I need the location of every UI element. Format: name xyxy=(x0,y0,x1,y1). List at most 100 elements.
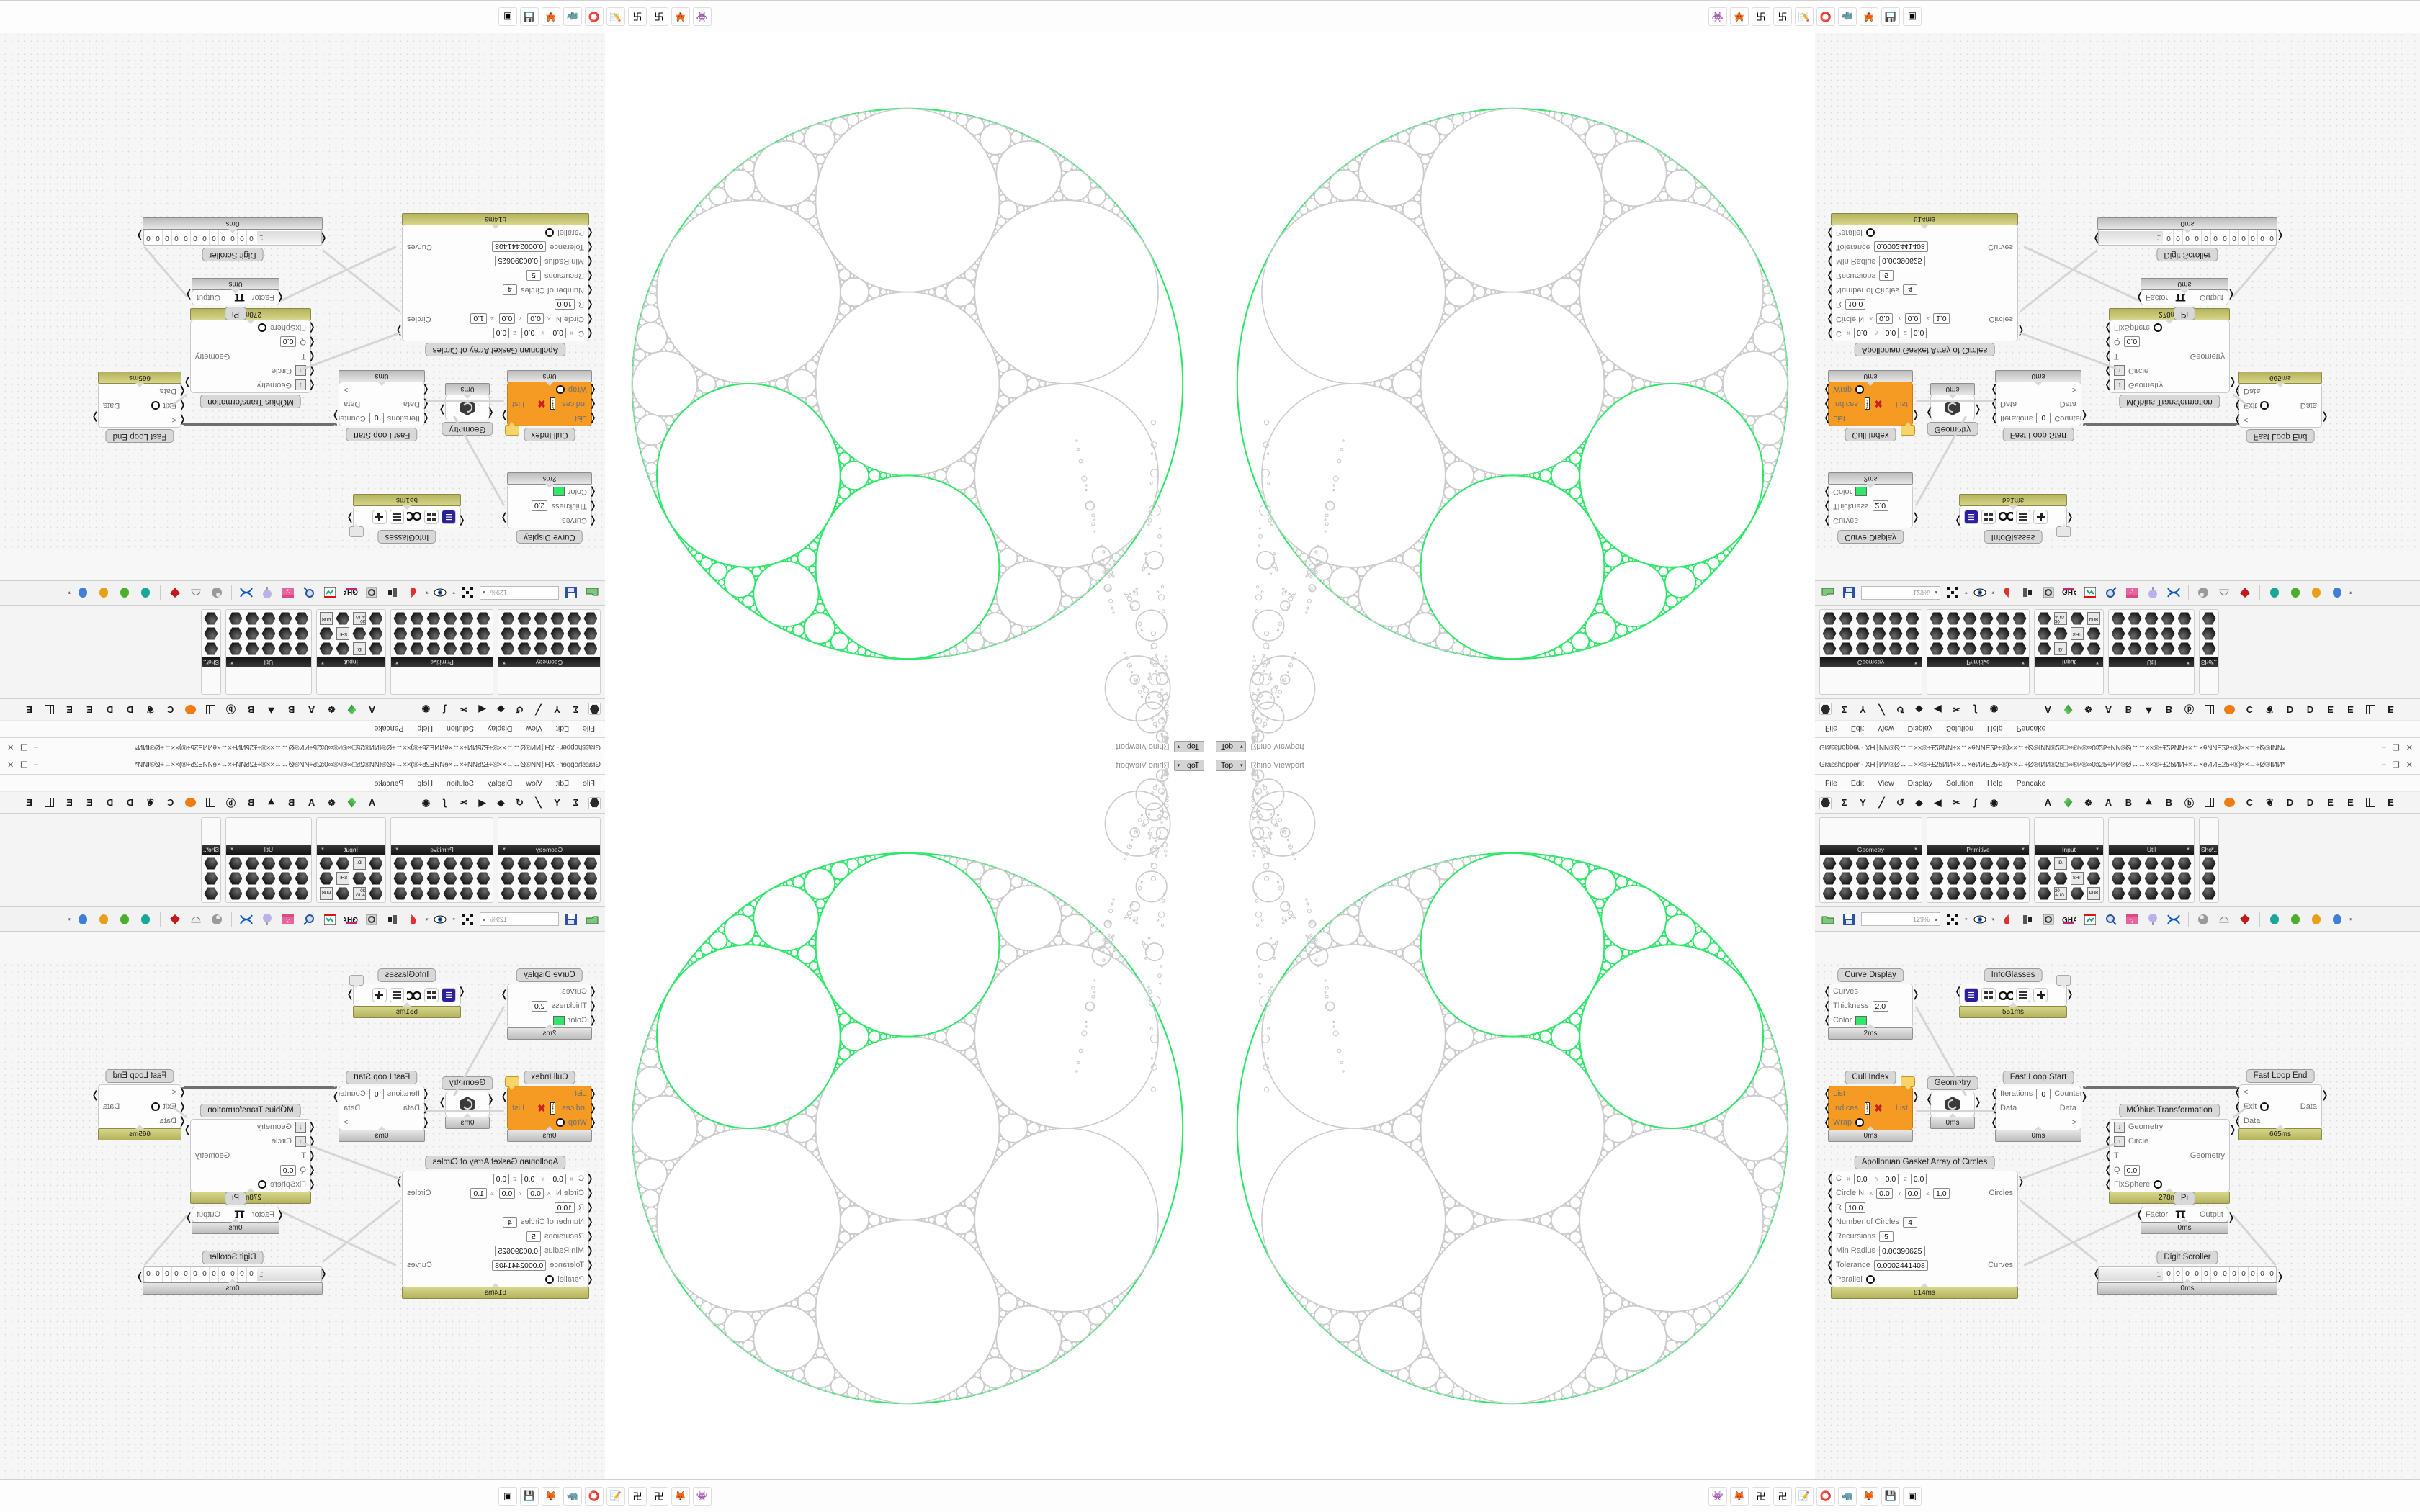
input-port[interactable]: ❬ xyxy=(588,999,597,1011)
component-icon[interactable] xyxy=(1838,626,1854,641)
component-icon[interactable] xyxy=(475,871,491,886)
tab-right-13[interactable]: D xyxy=(106,704,114,715)
input-port[interactable]: ❬ xyxy=(588,501,597,513)
rhino-viewport-top[interactable]: Top ▾ Rhino Viewport xyxy=(605,756,1210,1489)
menu-item-pancake[interactable]: Pancake xyxy=(374,724,404,734)
component-icon[interactable] xyxy=(516,642,532,656)
axis-value-input[interactable]: 0.0 xyxy=(527,1187,544,1199)
menu-item-help[interactable]: Help xyxy=(1986,778,2003,788)
component-icon[interactable] xyxy=(2143,871,2159,886)
input-port[interactable]: ❬ xyxy=(1954,985,1963,996)
component-icon[interactable] xyxy=(566,856,582,870)
component-icon[interactable] xyxy=(1978,886,1994,901)
component-icon[interactable] xyxy=(318,642,334,656)
ribbon-panel-caption[interactable]: Primitive xyxy=(1927,845,2029,855)
scroller-digit[interactable]: 0 xyxy=(200,1267,210,1282)
preview-dropdown-icon[interactable]: ▾ xyxy=(425,590,429,595)
warning-flag-icon[interactable] xyxy=(1901,425,1915,436)
component-icon[interactable] xyxy=(1929,886,1945,901)
input-port[interactable]: ❬ xyxy=(2136,1208,2144,1220)
scroller-digit[interactable]: 0 xyxy=(210,1267,219,1282)
component-caption[interactable]: MÖbius Transformation xyxy=(2119,1104,2220,1117)
ribbon-panel-caption[interactable]: Sho... xyxy=(2200,657,2218,667)
component-icon[interactable] xyxy=(2036,871,2052,886)
component-icon[interactable] xyxy=(2127,611,2143,626)
teal-icon[interactable] xyxy=(137,911,154,928)
tab-right-1[interactable] xyxy=(346,797,358,809)
ribbon-panel-caption[interactable]: Primitive xyxy=(1927,657,2029,667)
component-icon[interactable] xyxy=(475,886,491,901)
component-icon[interactable] xyxy=(566,871,582,886)
maze-icon[interactable]: 卍 xyxy=(1773,7,1792,27)
tab-slash-icon[interactable]: ╱ xyxy=(535,704,542,716)
window-icon[interactable] xyxy=(321,911,339,928)
component-body[interactable]: Iterations 0 Counter Data Data > xyxy=(1995,1086,2082,1130)
boolean-toggle[interactable] xyxy=(1865,1275,1875,1284)
component-icon[interactable] xyxy=(1945,871,1961,886)
component-icon[interactable] xyxy=(2036,886,2052,901)
tab-right-12[interactable]: D xyxy=(126,797,134,808)
component-icon[interactable] xyxy=(2177,856,2192,870)
tab-right-4[interactable]: B xyxy=(2125,704,2133,715)
viewport-view-selector[interactable]: Top ▾ xyxy=(1173,760,1204,771)
tab-right-4[interactable]: B xyxy=(287,797,295,808)
preview-dropdown-icon[interactable]: ▾ xyxy=(425,917,429,922)
component-icon[interactable] xyxy=(566,642,582,656)
sphere-icon[interactable] xyxy=(208,585,225,602)
output-port[interactable]: ❭ xyxy=(500,988,508,999)
axis-value-input[interactable]: 0.0 xyxy=(1853,1173,1870,1184)
output-port[interactable]: ❭ xyxy=(2228,1123,2237,1135)
tab-right-13[interactable]: D xyxy=(2306,797,2314,808)
component-icon[interactable] xyxy=(475,611,491,626)
open-folder-icon[interactable] xyxy=(1819,911,1837,928)
input-port[interactable]: ❬ xyxy=(586,314,594,325)
component-body[interactable]: Iterations 0 Counter Data Data > xyxy=(1995,382,2082,426)
component-icon[interactable]: 20 AUG xyxy=(351,886,367,901)
output-port[interactable]: ❭ xyxy=(2080,1090,2089,1102)
component-icon[interactable] xyxy=(516,626,532,641)
menu-item-file[interactable]: File xyxy=(1825,724,1837,734)
component-icon[interactable] xyxy=(1945,611,1961,626)
component-caption[interactable]: Cull Index xyxy=(1845,1071,1896,1084)
component-icon[interactable] xyxy=(459,871,475,886)
info-flag-icon[interactable] xyxy=(349,975,364,986)
component-icon[interactable] xyxy=(2177,886,2192,901)
viewport-view-selector[interactable]: Top ▾ xyxy=(1216,760,1247,771)
open-folder-icon[interactable] xyxy=(1819,585,1837,602)
tab-right-8[interactable] xyxy=(2203,797,2215,809)
gh-component-fast-loop-end[interactable]: Fast Loop End < Exit Data Data 665ms ❬ ❬ ❬ ❭ xyxy=(91,1068,187,1140)
component-caption[interactable]: Pi xyxy=(2173,1192,2196,1205)
component-icon[interactable] xyxy=(426,871,442,886)
component-icon[interactable] xyxy=(393,886,408,901)
opera-icon[interactable]: ⭕ xyxy=(585,1486,604,1506)
component-icon[interactable] xyxy=(1945,856,1961,870)
gh-component-pi[interactable]: Pi Factor π Output 0ms ❬ ❭ xyxy=(2136,278,2236,321)
component-icon[interactable] xyxy=(1838,856,1854,870)
input-port[interactable]: ❬ xyxy=(588,516,597,527)
input-port[interactable]: ❬ xyxy=(588,1014,597,1025)
list-icon[interactable]: ☰ xyxy=(442,510,456,524)
gh-component-apollonian-gasket[interactable]: Apollonian Gasket Array of Circles C X 0.0 Y… xyxy=(395,213,594,357)
component-icon[interactable] xyxy=(1888,886,1904,901)
component-icon[interactable] xyxy=(2069,886,2085,901)
param-value-input[interactable]: 0.0 xyxy=(279,1164,297,1176)
input-port[interactable]: ❬ xyxy=(178,1100,187,1112)
shell-icon[interactable] xyxy=(2215,585,2233,602)
component-icon[interactable]: 20 AUG xyxy=(2053,611,2069,626)
firefox-icon[interactable]: 🦊 xyxy=(1860,7,1878,27)
balloon-icon[interactable] xyxy=(2144,911,2161,928)
zoom-level-field[interactable]: 129% xyxy=(1861,912,1940,926)
axis-value-input[interactable]: 0.0 xyxy=(521,1173,538,1184)
toolbar-overflow-icon[interactable]: ▾ xyxy=(2349,590,2352,595)
component-icon[interactable] xyxy=(516,871,532,886)
component-icon[interactable] xyxy=(2069,642,2085,656)
tab-right-4[interactable]: B xyxy=(2125,797,2133,808)
component-icon[interactable] xyxy=(203,642,219,656)
input-port[interactable]: ❬ xyxy=(586,242,594,253)
ribbon-panel-caption[interactable]: Input xyxy=(317,657,385,667)
component-caption[interactable]: InfoGlasses xyxy=(1984,968,2043,982)
component-icon[interactable] xyxy=(2086,871,2102,886)
tab-sigma-icon[interactable]: Σ xyxy=(573,704,579,715)
component-icon[interactable] xyxy=(1821,642,1837,656)
input-port[interactable]: ❬ xyxy=(2104,1135,2112,1146)
